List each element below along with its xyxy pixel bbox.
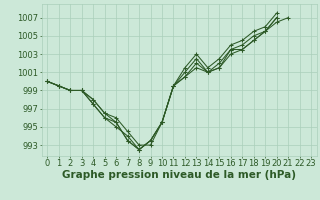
X-axis label: Graphe pression niveau de la mer (hPa): Graphe pression niveau de la mer (hPa) [62, 170, 296, 180]
